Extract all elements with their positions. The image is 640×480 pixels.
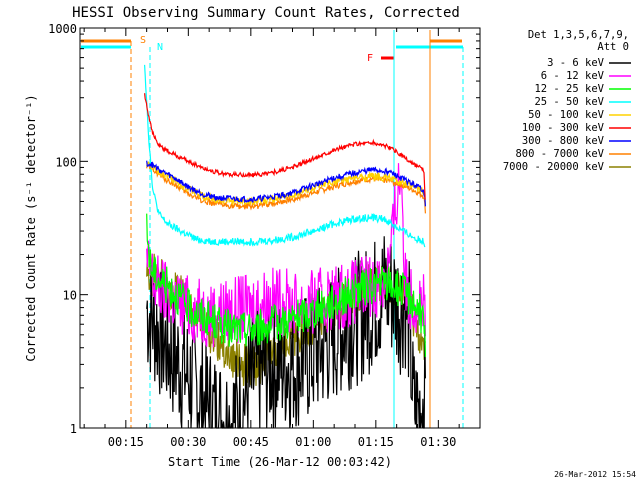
legend-label: 100 - 300 keV [522,122,605,134]
legend-label: 3 - 6 keV [547,57,605,69]
y-tick-label: 100 [55,155,77,169]
axes: 00:15 00:30 00:45 01:00 01:15 01:30 1 10 100 1000 [48,22,481,449]
x-tick-label: 00:45 [233,435,269,449]
legend-label: 50 - 100 keV [528,109,605,121]
series-line [146,213,426,358]
x-tick-label: 00:15 [108,435,144,449]
chart-title: HESSI Observing Summary Count Rates, Cor… [72,5,460,21]
x-tick-label: 01:30 [420,435,456,449]
marker-label: F [367,53,373,64]
series-group [144,64,426,429]
y-tick-label: 1 [70,422,77,436]
legend-label: 7000 - 20000 keV [503,161,605,173]
x-tick-label: 01:00 [295,435,331,449]
legend-label: 300 - 800 keV [522,135,605,147]
y-tick-label: 1000 [48,22,77,36]
legend-header: Det 1,3,5,6,7,9, [528,29,629,41]
legend-label: 800 - 7000 keV [515,148,604,160]
series-line [146,160,426,207]
series-line [146,161,426,214]
y-axis-label: Corrected Count Rate (s⁻¹ detector⁻¹) [24,94,38,361]
x-tick-label: 01:15 [358,435,394,449]
series-line [144,93,426,200]
plot-frame [79,27,481,429]
legend-label: 12 - 25 keV [534,83,604,95]
legend-label: 25 - 50 keV [534,96,604,108]
marker-label: N [157,42,163,53]
x-tick-label: 00:30 [170,435,206,449]
marker-label: S [140,35,146,46]
observing-markers: SN F [81,30,464,428]
x-axis-label: Start Time (26-Mar-12 00:03:42) [168,455,392,469]
legend-header: Att 0 [597,41,629,53]
timestamp: 26-Mar-2012 15:54 [554,470,636,479]
y-tick-label: 10 [63,289,77,303]
series-line [144,64,426,248]
legend-label: 6 - 12 keV [541,70,605,82]
